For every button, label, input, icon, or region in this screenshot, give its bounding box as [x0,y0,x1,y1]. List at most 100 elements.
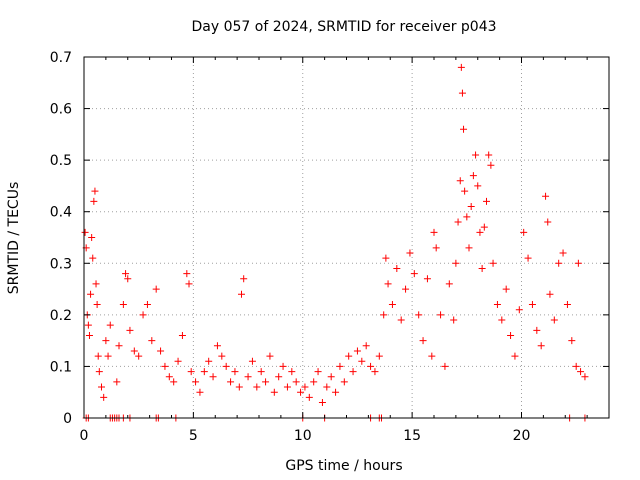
data-point [452,259,460,267]
data-point [238,290,245,298]
data-point [196,388,204,396]
data-point [135,352,143,360]
data-point [143,301,151,309]
data-point [515,306,523,314]
data-point [126,326,134,334]
data-point [152,285,160,293]
data-point [533,326,541,334]
data-point [419,337,427,345]
data-point [574,259,582,267]
data-point [301,383,309,391]
data-point [84,321,92,329]
data-point [174,357,182,365]
data-point [102,337,110,345]
data-point [528,301,536,309]
data-point [88,234,96,241]
data-point [310,378,318,386]
y-tick-label: 0.2 [50,308,72,324]
data-point [122,270,130,278]
data-point [382,254,390,262]
x-tick-label: 20 [513,428,531,444]
x-axis-label: GPS time / hours [285,458,402,474]
data-point [467,203,475,211]
data-point [262,378,270,386]
data-point [104,352,112,360]
y-tick-label: 0.3 [50,256,72,272]
data-point [559,249,567,257]
data-point [200,368,208,376]
data-point [340,378,348,386]
data-point [275,373,283,381]
data-point [397,316,405,324]
data-point [463,213,471,221]
data-point [555,259,563,267]
data-point [161,362,169,370]
data-point [511,352,519,360]
data-point [183,270,191,278]
data-point [81,228,89,236]
data-point [85,331,93,339]
data-point [95,368,103,376]
data-point [546,290,554,298]
data-point [388,301,396,309]
data-point [235,383,243,391]
data-point [213,342,221,350]
data-point [332,388,340,396]
chart-title: Day 057 of 2024, SRMTID for receiver p04… [191,19,496,35]
data-point [380,311,388,319]
data-point [524,254,532,262]
data-point [458,89,466,97]
data-point [349,368,357,376]
data-point [544,218,552,226]
axis-ticks [83,56,609,419]
y-tick-label: 0.7 [50,50,72,66]
data-point [90,197,98,205]
data-point [318,399,326,407]
grid-lines [84,57,609,418]
data-point [393,264,401,272]
y-tick-label: 0 [63,411,72,427]
data-point [474,182,482,190]
data-point [98,383,105,391]
data-point [106,321,114,329]
data-point [423,275,431,283]
data-point [362,342,370,350]
data-point [441,362,449,370]
data-point [119,301,127,309]
data-point [240,275,248,283]
data-point [577,368,585,376]
data-point [124,275,132,283]
data-point [323,383,331,391]
data-point [568,337,576,345]
data-point [563,301,571,309]
y-tick-label: 0.6 [50,102,72,118]
data-point [218,352,226,360]
data-point [410,270,418,278]
y-tick-label: 0.1 [50,359,72,375]
data-point [87,290,95,298]
data-point [209,373,217,381]
data-point [469,172,477,180]
y-axis-label: SRMTID / TECUs [6,182,22,295]
data-point [130,347,138,355]
plot-frame [83,56,610,419]
data-point [231,368,239,376]
data-point [461,187,469,195]
data-point [581,373,589,381]
data-point [157,347,165,355]
data-point [227,378,235,386]
data-point [139,311,147,319]
data-point [450,316,458,324]
data-point [478,264,486,272]
data-point [244,373,252,381]
data-point [113,378,121,386]
data-point [345,352,353,360]
data-points [81,63,589,422]
data-point [480,223,488,231]
data-point [520,228,528,236]
data-point [205,357,213,365]
data-point [187,368,195,376]
x-tick-label: 0 [80,428,89,444]
data-point [445,280,453,288]
x-tick-label: 5 [189,428,198,444]
